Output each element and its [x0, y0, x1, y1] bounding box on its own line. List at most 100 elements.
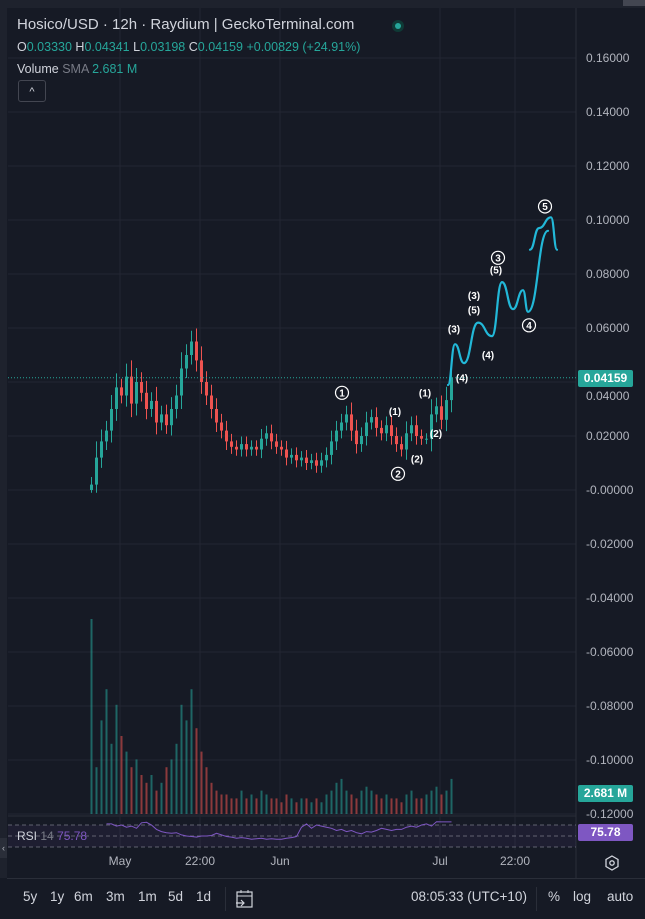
candle-body — [440, 406, 443, 420]
volume-bar — [135, 759, 138, 814]
wave-label: 5 — [542, 202, 548, 213]
chevron-up-icon: ^ — [29, 86, 35, 98]
candle-body — [180, 368, 183, 396]
candle-body — [150, 400, 153, 409]
range-button-6m[interactable]: 6m — [74, 889, 93, 904]
candle-body — [105, 430, 108, 442]
volume-bar — [115, 704, 118, 814]
candle-body — [305, 457, 308, 463]
candle-body — [170, 409, 173, 426]
log-scale-toggle[interactable]: log — [573, 889, 592, 904]
ohlc-values: O0.03330 H0.04341 L0.03198 C0.04159 +0.0… — [17, 40, 360, 54]
candle-body — [90, 484, 93, 490]
rsi-legend[interactable]: RSI 14 75.78 — [17, 829, 87, 843]
volume-bar — [315, 798, 318, 814]
change-value: +0.00829 (+24.91%) — [246, 40, 361, 54]
candle-body — [125, 376, 128, 396]
wave-label: (2) — [411, 454, 423, 465]
candle-body — [255, 446, 258, 450]
candle-body — [130, 376, 133, 404]
candle-body — [390, 425, 393, 436]
close-value: 0.04159 — [197, 40, 243, 54]
volume-legend[interactable]: Volume SMA 2.681 M — [17, 62, 137, 76]
volume-badge: 2.681 M — [578, 785, 633, 802]
top-bar — [0, 0, 645, 8]
volume-bar — [290, 798, 293, 814]
open-label: O — [17, 40, 27, 54]
volume-bar — [425, 794, 428, 814]
collapse-legend-button[interactable]: ^ — [18, 80, 46, 102]
volume-bar — [340, 778, 343, 814]
candle-body — [320, 460, 323, 466]
range-button-3m[interactable]: 3m — [106, 889, 125, 904]
symbol-title[interactable]: Hosico/USD · 12h · Raydium | GeckoTermin… — [17, 16, 355, 33]
price-tick: 0.16000 — [586, 51, 630, 65]
volume-bar — [445, 790, 448, 814]
candle-body — [250, 446, 253, 450]
top-bar-handle[interactable] — [623, 0, 645, 6]
range-button-1y[interactable]: 1y — [50, 889, 65, 904]
candle-body — [265, 433, 268, 439]
volume-bar — [95, 767, 98, 814]
candle-body — [115, 387, 118, 409]
volume-bar — [100, 720, 103, 814]
calendar-goto-icon[interactable] — [235, 888, 255, 910]
price-tick: 0.08000 — [586, 267, 630, 281]
volume-bar — [165, 767, 168, 814]
candle-body — [195, 341, 198, 361]
volume-bar — [230, 798, 233, 814]
volume-bar — [335, 782, 338, 814]
clock-timezone[interactable]: 08:05:33 (UTC+10) — [411, 889, 527, 904]
wave-label: (3) — [468, 291, 480, 302]
volume-bar — [390, 798, 393, 814]
volume-bar — [420, 798, 423, 814]
volume-bar — [370, 790, 373, 814]
time-tick: Jul — [432, 854, 448, 868]
time-tick: May — [108, 854, 132, 868]
wave-label-circle — [334, 385, 350, 400]
volume-bar — [350, 794, 353, 814]
percent-scale-toggle[interactable]: % — [548, 889, 561, 904]
candle-body — [185, 355, 188, 369]
candle-body — [310, 460, 313, 463]
wave-line — [446, 229, 550, 387]
left-bar — [0, 8, 7, 878]
wave-label: (4) — [456, 373, 468, 384]
volume-label: Volume — [17, 62, 59, 76]
auto-scale-toggle[interactable]: auto — [607, 889, 634, 904]
candle-body — [145, 392, 148, 409]
candle-body — [120, 387, 123, 396]
volume-bar — [375, 794, 378, 814]
divider — [536, 887, 537, 911]
collapse-left-button[interactable]: ‹ — [0, 838, 7, 858]
price-tick: 0.06000 — [586, 321, 630, 335]
range-button-5y[interactable]: 5y — [23, 889, 38, 904]
candles — [90, 328, 453, 493]
volume-bar — [325, 794, 328, 814]
volume-bar — [410, 790, 413, 814]
volume-bar — [195, 728, 198, 814]
candle-body — [370, 417, 373, 423]
volume-bar — [120, 736, 123, 814]
volume-bar — [140, 775, 143, 814]
volume-bar — [260, 790, 263, 814]
candle-body — [280, 446, 283, 450]
candle-body — [380, 427, 383, 434]
elliott-wave-drawing[interactable]: 1(1)2(2)(1)(2)(4)(3)(4)(5)(3)(5)345 — [334, 199, 559, 481]
candle-body — [425, 438, 428, 440]
candle-body — [340, 422, 343, 431]
price-tick: 0.14000 — [586, 105, 630, 119]
volume-bar — [245, 798, 248, 814]
range-button-5d[interactable]: 5d — [168, 889, 184, 904]
price-tick: 0.02000 — [586, 429, 630, 443]
range-button-1m[interactable]: 1m — [138, 889, 157, 904]
price-tick: -0.04000 — [586, 591, 634, 605]
range-button-1d[interactable]: 1d — [196, 889, 212, 904]
candle-body — [415, 425, 418, 436]
candle-body — [110, 409, 113, 431]
volume-bar — [240, 790, 243, 814]
candle-body — [225, 430, 228, 442]
settings-icon[interactable] — [604, 855, 620, 871]
volume-sma-label: SMA — [62, 62, 89, 76]
